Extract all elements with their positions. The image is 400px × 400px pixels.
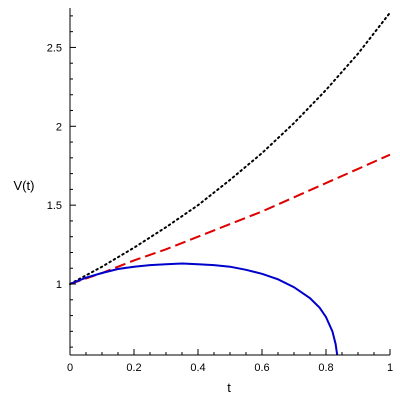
dashed-curve — [69, 153, 391, 285]
y-tick-label: 2.5 — [47, 42, 62, 54]
axes-layer — [69, 8, 390, 356]
y-tick-label: 2 — [56, 121, 62, 133]
x-tick-label: 0 — [67, 362, 73, 374]
curve-layer — [69, 11, 391, 356]
y-tick-label: 1.5 — [47, 200, 62, 212]
x-tick-label: 0.4 — [190, 362, 205, 374]
tick-layer: 0 0.2 0.4 0.6 0.8 1 1 1.5 2 2.5 — [47, 15, 393, 374]
dotted-curve — [69, 11, 391, 285]
y-axis-label: V(t) — [14, 178, 35, 193]
solid-curve — [69, 262, 339, 356]
x-tick-label: 0.2 — [126, 362, 141, 374]
x-tick-label: 0.8 — [318, 362, 333, 374]
x-tick-label: 1 — [387, 362, 393, 374]
x-tick-label: 0.6 — [254, 362, 269, 374]
x-axis-label: t — [227, 380, 231, 395]
y-tick-label: 1 — [56, 279, 62, 291]
